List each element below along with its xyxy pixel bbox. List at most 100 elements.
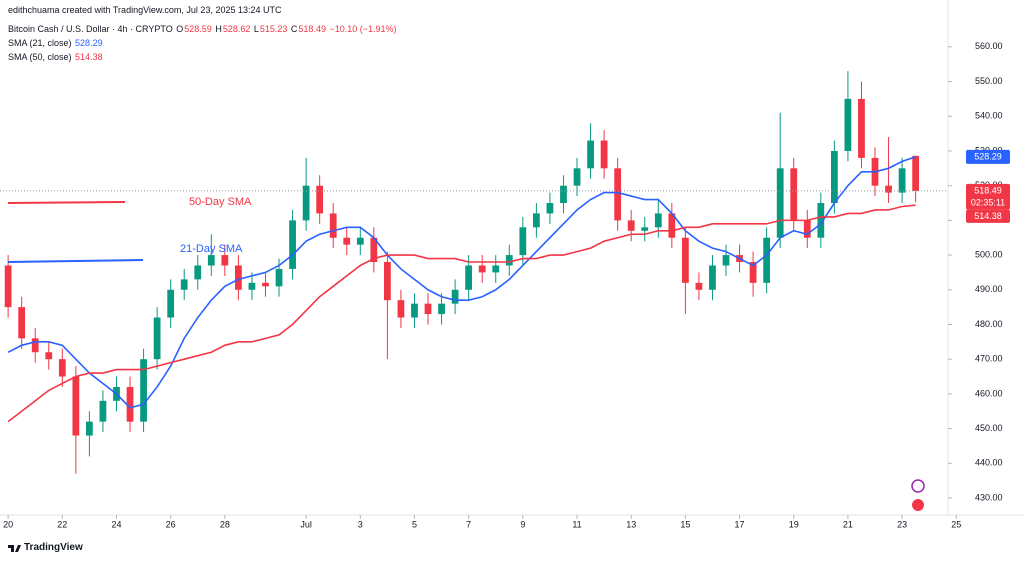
x-tick-label: 5: [412, 519, 417, 529]
candle-body: [235, 265, 242, 290]
ohlc-value: 528.59: [184, 24, 212, 34]
candle-body: [709, 265, 716, 290]
candle-body: [763, 237, 771, 283]
header: edithchuama created with TradingView.com…: [8, 5, 282, 15]
candle-body: [316, 185, 324, 214]
legend-row: SMA (21, close) 528.29: [8, 38, 104, 48]
ohlc-label: L: [253, 24, 259, 34]
x-tick-label: 13: [626, 519, 636, 529]
x-tick-label: 19: [789, 519, 799, 529]
price-badge: [966, 183, 1010, 210]
x-tick-label: 15: [680, 519, 690, 529]
candle-body: [180, 279, 188, 290]
annotation-line: [7, 259, 144, 263]
candle-body: [560, 185, 567, 204]
candle-body: [86, 421, 93, 436]
candle-body: [329, 213, 337, 238]
legend-value: 528.29: [75, 38, 103, 48]
x-tick-label: 24: [111, 519, 121, 529]
ohlc-value: 528.62: [222, 24, 251, 34]
candle-body: [587, 140, 594, 169]
candle-body: [248, 282, 256, 290]
sma-line: [7, 156, 916, 409]
candle-body: [505, 255, 513, 266]
candle-body: [546, 203, 554, 214]
candle-body: [424, 303, 432, 315]
ohlc-label: H: [215, 24, 222, 34]
x-tick-label: 25: [951, 519, 961, 529]
candle-body: [627, 220, 635, 231]
ohlc-value: 515.23: [259, 24, 288, 34]
candle-body: [302, 185, 310, 221]
candle-body: [749, 262, 757, 283]
candle-body: [573, 168, 581, 186]
ohlc-label: O: [176, 24, 184, 34]
candle-body: [614, 168, 622, 221]
brand: TradingView: [24, 542, 83, 553]
candle-body: [803, 220, 811, 238]
y-tick-label: 550.00: [975, 76, 1003, 86]
candle-body: [817, 203, 825, 238]
y-tick-label: 490.00: [975, 284, 1003, 294]
candle-body: [830, 150, 838, 204]
x-tick-label: 22: [57, 519, 67, 529]
candle-body: [790, 168, 798, 221]
candle-body: [4, 265, 12, 308]
candle-body: [898, 168, 906, 193]
annotation: 21-Day SMA: [180, 243, 243, 255]
candle-body: [397, 300, 405, 318]
y-tick-label: 540.00: [975, 111, 1003, 121]
candle-body: [600, 140, 608, 169]
candle-body: [411, 303, 418, 318]
candle-body: [681, 237, 689, 283]
change: −10.10 (−1.91%): [329, 24, 397, 34]
candle-body: [356, 237, 364, 245]
ohlc-label: C: [290, 24, 298, 34]
x-tick-label: 28: [220, 519, 230, 529]
sma-line: [7, 204, 916, 423]
plot-area: [0, 71, 948, 474]
brand-logo: [8, 545, 21, 552]
x-tick-label: 11: [572, 519, 581, 529]
ohlc-value: 518.49: [298, 24, 326, 34]
candle-body: [695, 282, 703, 290]
price-badge-label: 514.38: [974, 211, 1002, 221]
x-tick-label: 9: [520, 519, 525, 529]
y-tick-label: 560.00: [975, 41, 1003, 51]
candle-body: [221, 255, 229, 266]
icon: [912, 499, 924, 511]
candle-body: [654, 213, 662, 228]
y-tick-label: 440.00: [975, 458, 1003, 468]
candle-body: [492, 265, 500, 273]
icon: [911, 479, 925, 493]
legend-value: 514.38: [75, 52, 103, 62]
x-tick-label: 3: [358, 519, 363, 529]
candle-body: [45, 352, 53, 360]
legend-entry: SMA (50, close): [8, 52, 72, 62]
candle-body: [776, 168, 784, 238]
price-badge: [966, 149, 1010, 164]
candle-body: [343, 237, 351, 245]
annotation-line: [7, 201, 126, 204]
x-tick-label: 7: [466, 519, 471, 529]
candle-body: [153, 317, 161, 360]
candle-body: [722, 255, 730, 266]
candle-body: [275, 268, 283, 287]
y-tick-label: 500.00: [975, 249, 1003, 259]
candle-body: [370, 237, 378, 263]
candle-body: [478, 265, 486, 273]
candle-body: [438, 303, 445, 315]
candle-body: [126, 386, 134, 422]
candle-body: [465, 265, 473, 290]
candle-body: [99, 400, 107, 422]
price-badge: [966, 209, 1010, 223]
candle-body: [384, 262, 391, 301]
candle-body: [532, 213, 540, 228]
candle-body: [262, 282, 269, 287]
candle-body: [912, 155, 920, 191]
y-tick-label: 480.00: [975, 319, 1003, 329]
x-tick-label: 20: [3, 519, 13, 529]
price-badge-label: 528.29: [974, 151, 1002, 161]
